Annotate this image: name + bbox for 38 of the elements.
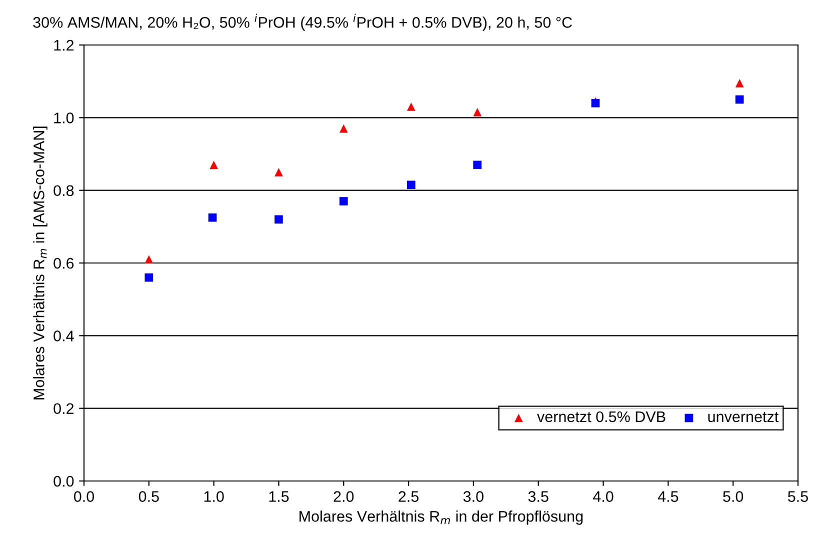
y-tick-label: 1.2 [54,40,74,51]
x-tick-label: 4.5 [658,491,678,502]
y-tick-label: 0.0 [54,476,74,487]
point [473,160,482,170]
x-tick-label: 4.0 [593,491,614,502]
legend-label: vernetzt 0.5% DVB [537,411,666,422]
point [473,108,482,116]
point [735,95,744,104]
x-axis-title: Molares Verhältnis R$_{m}$ in der Pfropflösung [300,510,583,525]
point [208,213,217,222]
point [274,215,283,224]
x-tick-label: 5.5 [788,491,808,502]
point [406,180,416,190]
y-tick-label: 0.2 [54,403,74,414]
y-tick-label: 0.4 [54,330,74,342]
y-tick-label: 0.6 [54,258,74,269]
x-tick-label: 5.0 [723,491,744,502]
x-tick-label: 1.0 [204,491,224,502]
x-tick-label: 3.0 [463,491,484,502]
x-tick-label: 2.5 [398,491,419,502]
x-tick-label: 2.0 [334,491,354,502]
x-tick-label: 1.5 [269,491,289,502]
y-tick-label: 0.8 [54,185,74,196]
chart-title: 30% AMS/MAN, 20% H₂O, 50% $^{i}$PrOH (49.5% $^{i}$PrOH + 0.5% DVB), 20 h, 50 °C [33,14,572,31]
point [339,197,348,206]
point [339,124,348,133]
y-tick-label: 1.0 [54,112,74,124]
x-tick-label: 0.0 [74,491,94,502]
legend-label: unvernetzt [708,412,779,422]
x-tick-label: 3.5 [528,491,548,502]
y-axis-title: Molares Verhältnis R$_{m}$ in [AMS-co-MAN] [33,126,48,400]
point [144,273,154,282]
x-tick-label: 0.5 [138,491,159,502]
point [274,168,283,176]
point [406,102,416,111]
point [735,78,744,88]
point [144,255,154,264]
point [210,160,218,170]
